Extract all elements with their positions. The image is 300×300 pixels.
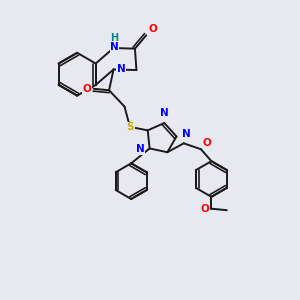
Text: H: H xyxy=(110,33,118,43)
Text: O: O xyxy=(148,24,157,34)
Text: N: N xyxy=(116,64,125,74)
Text: N: N xyxy=(136,144,144,154)
Text: O: O xyxy=(82,84,91,94)
Text: N: N xyxy=(182,128,190,139)
Text: N: N xyxy=(160,108,168,118)
Text: O: O xyxy=(202,138,211,148)
Text: O: O xyxy=(200,204,209,214)
Text: N: N xyxy=(110,43,119,52)
Text: S: S xyxy=(127,122,134,132)
